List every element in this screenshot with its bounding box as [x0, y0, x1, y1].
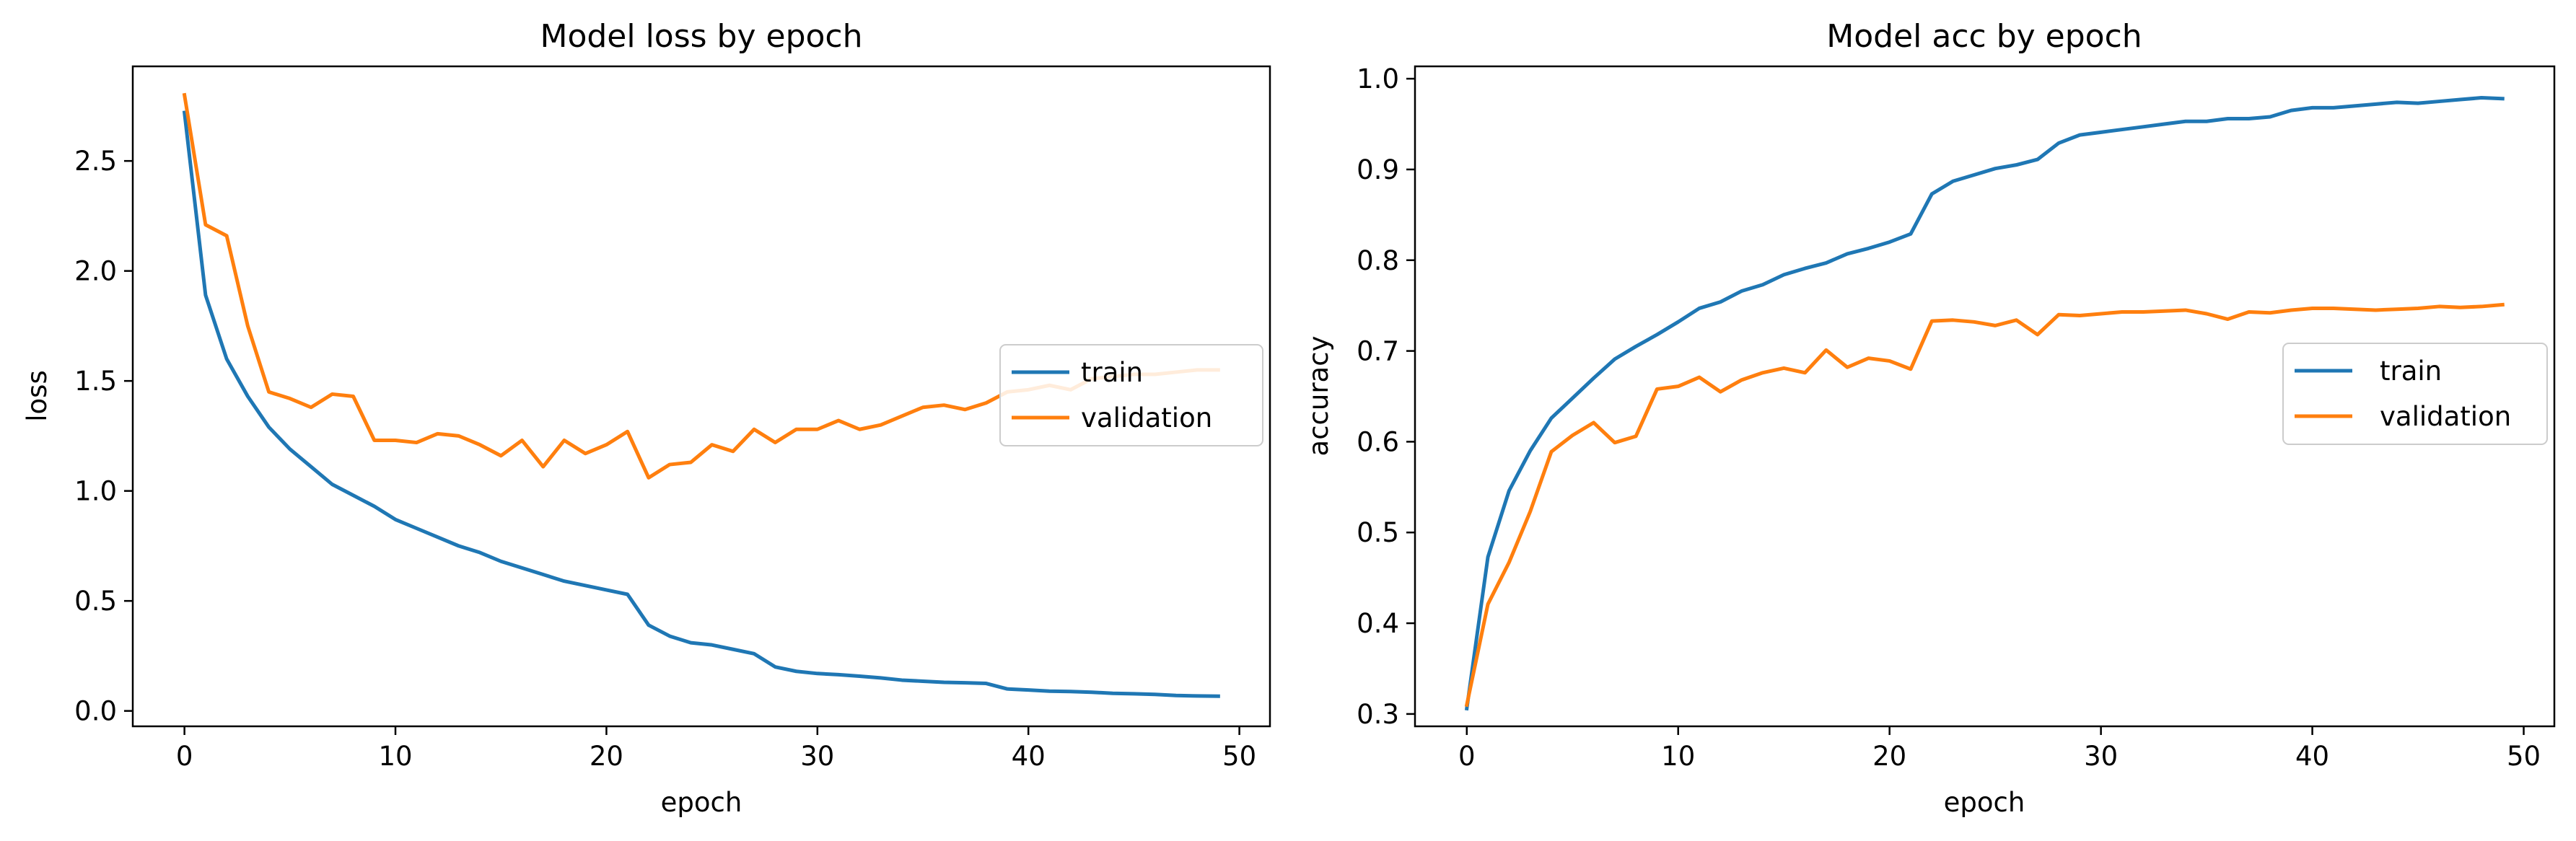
loss-x-tick-label: 40: [1012, 741, 1046, 772]
loss-x-tick-label: 10: [378, 741, 412, 772]
loss-legend-train-label: train: [1081, 357, 1143, 388]
loss-plot-frame: [131, 65, 1271, 728]
loss-y-tick-label: 1.5: [74, 366, 117, 397]
loss-x-tick-label: 20: [590, 741, 623, 772]
accuracy-legend: train validation: [2282, 343, 2548, 445]
loss-series-train-line: [182, 110, 1220, 698]
loss-y-tick-label: 0.5: [74, 586, 117, 617]
accuracy-x-tick-label: 0: [1458, 741, 1476, 772]
accuracy-x-tick-label: 50: [2507, 741, 2541, 772]
loss-legend-box: [999, 344, 1263, 446]
accuracy-legend-validation-label: validation: [2380, 401, 2511, 432]
accuracy-ticks-layer: 0 10 20 30 40 50 0.3 0.4 0.5 0.6 0.7 0.8 0.9 1.0: [1357, 63, 2541, 772]
accuracy-y-tick-label: 0.3: [1357, 699, 1399, 730]
loss-ticks-layer: 0 10 20 30 40 50 0.0 0.5 1.0 1.5 2.0 2.5: [74, 146, 1256, 772]
accuracy-plot-frame: [1414, 65, 2556, 728]
loss-legend-validation-label: validation: [1081, 402, 1212, 433]
accuracy-legend-train-label: train: [2380, 356, 2442, 387]
accuracy-x-tick-label: 40: [2295, 741, 2329, 772]
accuracy-x-tick-label: 10: [1661, 741, 1695, 772]
loss-chart-panel: Model loss by epoch 0 10 20 30 40 50 0.0 0.5 1.0…: [22, 18, 1271, 818]
accuracy-chart-panel: Model acc by epoch 0 10 20 30 40 500.30.40.50…: [1303, 18, 2556, 818]
loss-y-tick-label: 2.5: [74, 146, 117, 177]
loss-chart-title: Model loss by epoch: [540, 18, 862, 55]
loss-x-tick-label: 50: [1222, 741, 1256, 772]
accuracy-x-tick-label: 30: [2084, 741, 2118, 772]
accuracy-y-tick-label: 0.6: [1357, 426, 1399, 457]
accuracy-legend-box: [2282, 343, 2548, 445]
loss-x-axis-label: epoch: [661, 787, 742, 818]
accuracy-y-tick-label: 0.4: [1357, 608, 1399, 639]
accuracy-y-tick-label: 1.0: [1357, 63, 1399, 94]
accuracy-x-axis-label: epoch: [1944, 787, 2025, 818]
accuracy-y-tick-label: 0.9: [1357, 154, 1399, 185]
accuracy-y-tick-label: 0.7: [1357, 336, 1399, 367]
loss-legend: train validation: [999, 344, 1263, 446]
loss-y-tick-label: 0.0: [74, 696, 117, 727]
accuracy-y-axis-label: accuracy: [1303, 336, 1334, 457]
loss-y-tick-label: 1.0: [74, 476, 117, 507]
accuracy-chart-title: Model acc by epoch: [1826, 18, 2142, 55]
accuracy-series-train-line: [1464, 96, 2505, 711]
loss-x-tick-label: 0: [176, 741, 193, 772]
loss-y-tick-label: 2.0: [74, 256, 117, 287]
loss-y-axis-label: loss: [22, 370, 53, 421]
accuracy-x-tick-label: 20: [1872, 741, 1906, 772]
accuracy-y-tick-label: 0.8: [1357, 245, 1399, 276]
loss-x-tick-label: 30: [800, 741, 834, 772]
accuracy-series-validation-line: [1464, 302, 2505, 708]
accuracy-series-layer: [1464, 96, 2505, 711]
accuracy-y-tick-label: 0.5: [1357, 517, 1399, 548]
